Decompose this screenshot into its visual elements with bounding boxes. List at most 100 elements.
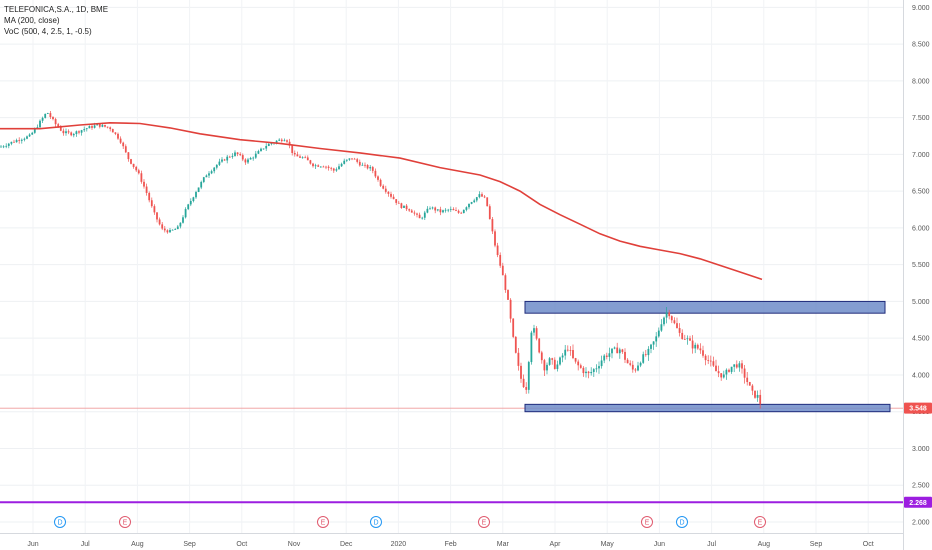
earnings-marker[interactable]: E — [478, 516, 490, 528]
candle — [491, 216, 494, 234]
earnings-marker[interactable]: E — [119, 516, 131, 528]
candle — [197, 187, 200, 193]
candle — [351, 158, 353, 161]
candle — [572, 344, 574, 360]
candle — [200, 180, 203, 190]
candle — [665, 306, 668, 324]
candle — [67, 129, 70, 135]
candle-body — [189, 200, 192, 205]
candle — [696, 343, 699, 350]
candle-body — [691, 340, 694, 349]
candle — [187, 203, 190, 211]
candle — [241, 153, 244, 162]
candle — [109, 126, 112, 132]
candle-body — [374, 170, 377, 177]
x-tick-label: Jun — [654, 541, 665, 548]
price-tag-label: 2.268 — [909, 500, 927, 507]
candle-body — [421, 217, 424, 219]
candle-body — [717, 371, 720, 374]
candle-body — [564, 349, 567, 356]
earnings-marker[interactable]: E — [754, 516, 766, 528]
candle — [62, 128, 65, 136]
candle — [728, 368, 730, 373]
dividend-marker[interactable]: D — [54, 516, 66, 528]
candle-body — [475, 197, 478, 201]
candle-body — [195, 191, 197, 198]
candle-body — [145, 186, 148, 193]
candle-body — [59, 127, 62, 131]
candle-body — [673, 320, 676, 324]
candle — [174, 228, 177, 230]
candle — [83, 126, 86, 132]
earnings-marker[interactable]: E — [317, 516, 329, 528]
candle-body — [93, 125, 96, 128]
candle-body — [127, 152, 130, 160]
candle — [70, 131, 73, 137]
candle — [574, 357, 577, 364]
candle-body — [317, 165, 320, 167]
candle-body — [179, 222, 182, 227]
candle-body — [104, 124, 106, 127]
candle-body — [738, 363, 741, 368]
candle — [618, 347, 621, 359]
candle-body — [135, 166, 138, 171]
candle — [447, 208, 450, 213]
legend-voc[interactable]: VoC (500, 4, 2.5, 1, -0.5) — [4, 27, 92, 36]
candle-body — [553, 359, 556, 369]
dividend-marker[interactable]: D — [676, 516, 688, 528]
candle-body — [569, 349, 572, 351]
candle — [733, 364, 736, 373]
candle — [348, 158, 351, 161]
candle — [91, 123, 93, 130]
candle — [655, 332, 658, 347]
candle — [325, 165, 327, 170]
candle-body — [530, 332, 533, 363]
candle-body — [592, 369, 595, 372]
candle — [330, 166, 333, 171]
candle-body — [735, 364, 738, 368]
candle-body — [278, 139, 281, 141]
candle-body — [715, 365, 717, 372]
candle — [356, 157, 359, 164]
legend-ma[interactable]: MA (200, close) — [4, 16, 60, 25]
legend-symbol[interactable]: TELEFONICA,S.A., 1D, BME — [4, 5, 109, 14]
candle-body — [434, 207, 437, 211]
price-tag: 2.268 — [904, 496, 932, 508]
candle — [23, 137, 26, 142]
candle-body — [624, 351, 626, 360]
candle — [683, 334, 686, 340]
candle — [166, 229, 169, 234]
candle — [88, 125, 91, 129]
candle — [223, 158, 226, 161]
candle-body — [335, 169, 338, 171]
candle-body — [585, 371, 587, 374]
candle — [114, 132, 117, 136]
candle-body — [364, 164, 366, 166]
candle-body — [644, 354, 647, 356]
candle — [754, 390, 756, 399]
candle-body — [150, 200, 153, 207]
candle-body — [486, 197, 489, 207]
candle-body — [182, 217, 184, 223]
candle — [202, 176, 205, 184]
candle-body — [114, 132, 117, 134]
candle — [252, 156, 255, 161]
candle-body — [72, 134, 75, 136]
price-tag-bg — [904, 402, 932, 414]
candle-body — [163, 228, 166, 231]
dividend-marker[interactable]: D — [370, 516, 382, 528]
candle-body — [301, 157, 304, 159]
candle-body — [512, 318, 515, 337]
candle — [543, 358, 546, 377]
candle-body — [299, 156, 301, 158]
candle — [361, 162, 364, 166]
candle — [512, 318, 515, 339]
candle — [236, 152, 239, 157]
earnings-marker[interactable]: E — [641, 516, 653, 528]
candle-body — [184, 209, 187, 218]
candle-body — [608, 353, 611, 357]
y-tick-label: 8.000 — [912, 78, 930, 85]
candle-body — [483, 196, 486, 198]
candle — [444, 208, 447, 213]
